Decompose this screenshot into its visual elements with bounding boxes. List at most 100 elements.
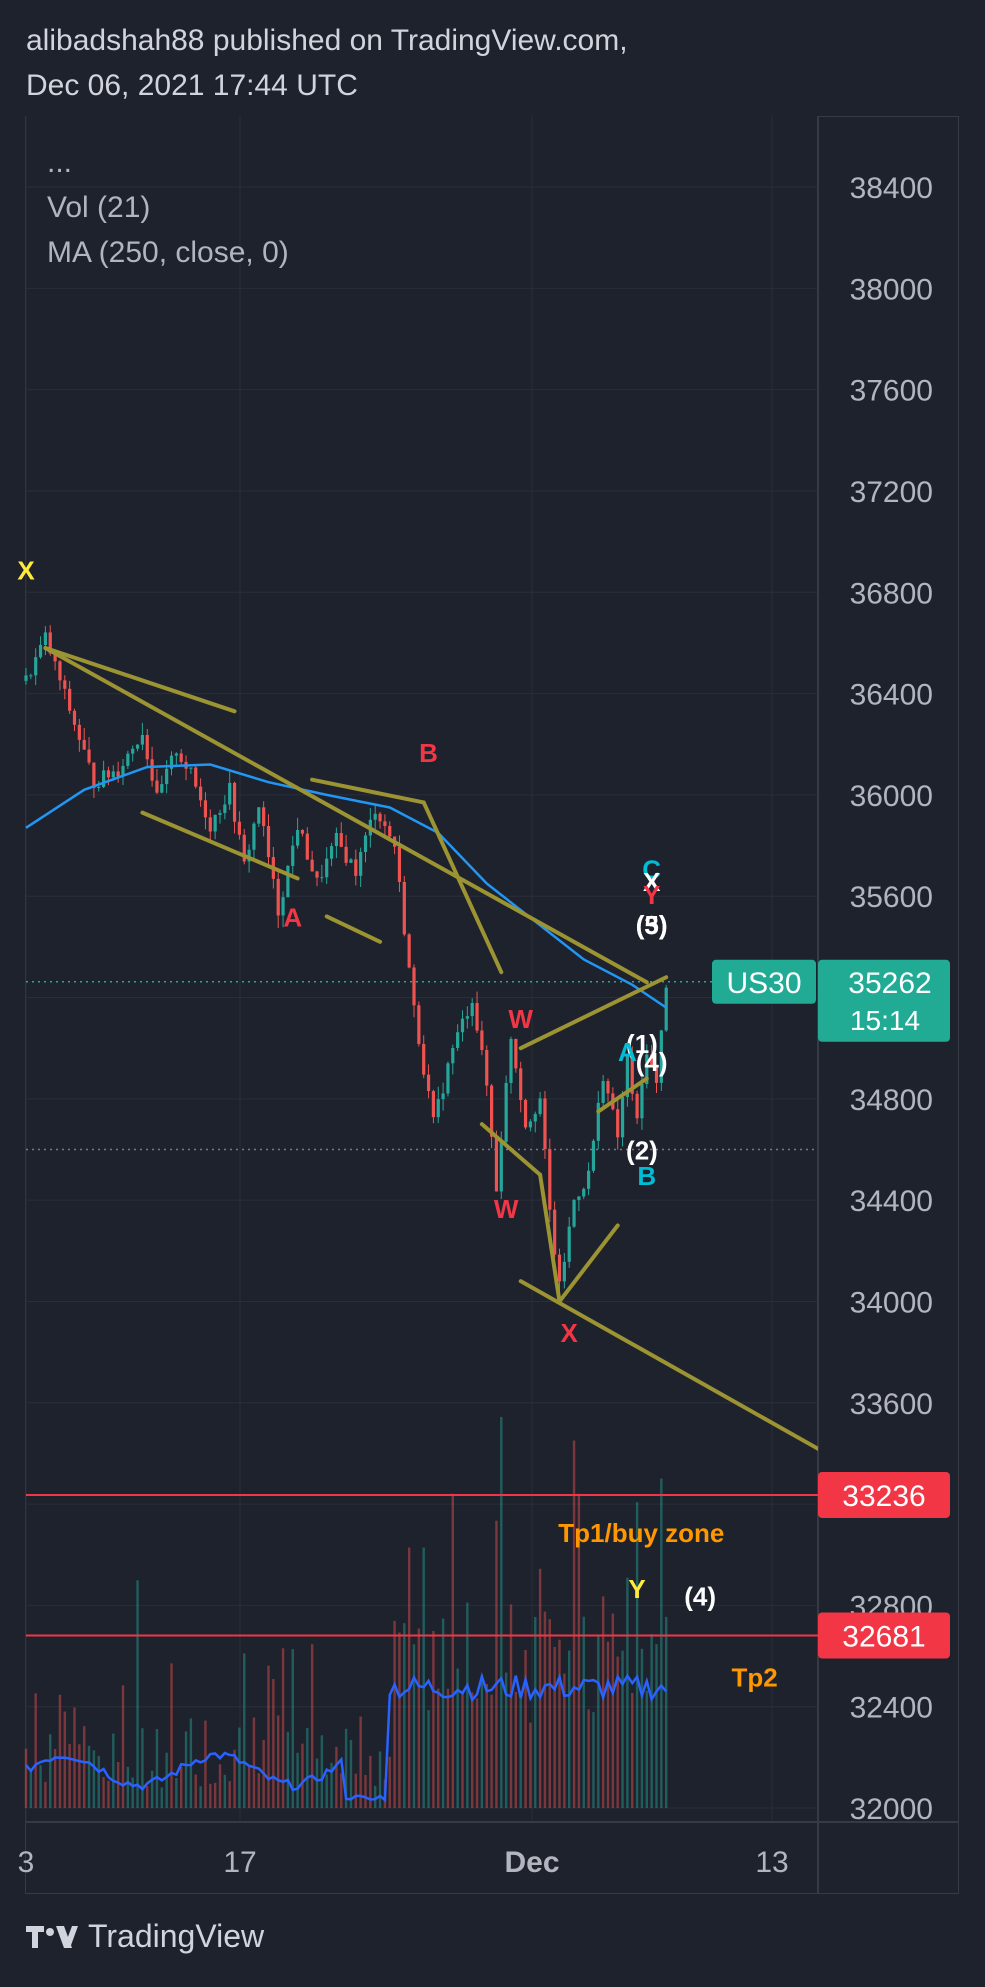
x-tick-label: Dec bbox=[504, 1846, 559, 1879]
wave-annotation: X bbox=[643, 867, 661, 897]
volume-bar bbox=[398, 1632, 401, 1808]
candle-body bbox=[150, 759, 154, 781]
candle-body bbox=[456, 1032, 460, 1048]
candle-body bbox=[533, 1113, 537, 1122]
candle-body bbox=[553, 1209, 557, 1255]
volume-bar bbox=[553, 1646, 556, 1808]
volume-bar bbox=[116, 1762, 120, 1808]
candle-body bbox=[538, 1098, 542, 1114]
volume-bar bbox=[73, 1707, 76, 1808]
legend-moving-average[interactable]: MA (250, close, 0) bbox=[47, 236, 289, 269]
volume-bar bbox=[49, 1734, 52, 1808]
wave-annotation: W bbox=[508, 1004, 533, 1034]
candle-body bbox=[354, 859, 358, 876]
pattern-trendline bbox=[140, 810, 300, 881]
volume-bar bbox=[296, 1752, 299, 1808]
candle-body bbox=[436, 1099, 440, 1118]
wave-annotation: Y bbox=[628, 1574, 645, 1604]
volume-bar bbox=[480, 1680, 484, 1808]
volume-bar bbox=[170, 1663, 173, 1808]
wave-annotation: X bbox=[561, 1318, 579, 1348]
bar-countdown: 15:14 bbox=[850, 1005, 920, 1036]
candle-body bbox=[262, 807, 266, 827]
volume-bar bbox=[446, 1688, 450, 1808]
candle-body bbox=[417, 1005, 421, 1044]
candle-body bbox=[460, 1018, 465, 1033]
candle-body bbox=[213, 814, 217, 832]
volume-bar bbox=[471, 1692, 474, 1808]
candle-body bbox=[111, 771, 115, 778]
wave-annotation: B bbox=[637, 1161, 656, 1191]
candle-body bbox=[446, 1063, 450, 1094]
candle-body bbox=[208, 817, 212, 832]
volume-bar bbox=[626, 1577, 629, 1808]
tradingview-logo-icon bbox=[26, 1925, 78, 1948]
footer-branding: TradingView bbox=[26, 1918, 264, 1955]
volume-bar bbox=[126, 1766, 130, 1808]
volume-bar bbox=[475, 1698, 479, 1808]
candle-body bbox=[344, 846, 348, 863]
volume-bar bbox=[407, 1547, 411, 1808]
volume-bar bbox=[359, 1716, 362, 1808]
candle-body bbox=[470, 1003, 474, 1017]
candle-body bbox=[38, 645, 43, 658]
candle-body bbox=[257, 807, 261, 824]
volume-bar bbox=[432, 1631, 435, 1808]
volume-bar bbox=[538, 1568, 542, 1808]
target-price-tag bbox=[818, 1612, 950, 1659]
volume-bar bbox=[58, 1694, 62, 1808]
volume-bar bbox=[301, 1743, 304, 1808]
target-price-label: 33236 bbox=[842, 1480, 925, 1513]
volume-bar bbox=[194, 1774, 197, 1808]
candle-body bbox=[286, 865, 290, 898]
pattern-trendline bbox=[596, 1076, 649, 1114]
volume-bar bbox=[306, 1727, 309, 1808]
volume-bar bbox=[209, 1783, 212, 1808]
volume-bar bbox=[558, 1639, 561, 1808]
volume-bar bbox=[403, 1623, 406, 1808]
candle-body bbox=[465, 1016, 469, 1019]
volume-bar bbox=[572, 1440, 576, 1808]
volume-bar bbox=[451, 1493, 454, 1808]
volume-bar bbox=[509, 1604, 513, 1808]
volume-bar bbox=[136, 1580, 139, 1808]
volume-bar bbox=[102, 1777, 105, 1808]
candle-body bbox=[509, 1038, 513, 1083]
volume-bar bbox=[611, 1613, 615, 1808]
volume-bar bbox=[184, 1731, 188, 1808]
volume-bar bbox=[315, 1758, 319, 1808]
wave-annotation: (4) bbox=[684, 1581, 716, 1611]
target-price-tag bbox=[818, 1471, 950, 1518]
wave-annotation: B bbox=[419, 738, 438, 768]
candle-body bbox=[562, 1261, 566, 1282]
volume-bar bbox=[131, 1777, 134, 1808]
last-price-tag bbox=[818, 959, 950, 1042]
candle-body bbox=[635, 1093, 639, 1119]
candle-body bbox=[203, 800, 208, 818]
volume-bar bbox=[548, 1619, 551, 1808]
candle-body bbox=[121, 765, 125, 777]
candle-body bbox=[373, 813, 377, 820]
volume-bar bbox=[490, 1694, 493, 1808]
volume-bar bbox=[310, 1644, 314, 1808]
wave-annotation: X bbox=[17, 556, 35, 586]
candle-body bbox=[296, 830, 300, 846]
candle-body bbox=[174, 753, 178, 756]
volume-bar bbox=[374, 1785, 377, 1808]
wave-annotation: (2) bbox=[626, 1136, 658, 1166]
candle-body bbox=[72, 710, 77, 725]
candle-body bbox=[199, 786, 203, 801]
volume-bar bbox=[330, 1762, 333, 1808]
volume-bar bbox=[325, 1774, 328, 1808]
volume-bar bbox=[500, 1416, 503, 1808]
volume-bar bbox=[665, 1616, 668, 1808]
legend-volume[interactable]: Vol (21) bbox=[47, 191, 151, 224]
volume-bar bbox=[267, 1665, 270, 1808]
candle-body bbox=[567, 1226, 571, 1262]
legend-collapse-toggle[interactable]: ... bbox=[47, 146, 73, 179]
volume-bar bbox=[543, 1611, 547, 1808]
y-tick-label: 32000 bbox=[850, 1793, 933, 1826]
candle-body bbox=[412, 967, 416, 1006]
wave-annotation: A bbox=[618, 1037, 637, 1067]
